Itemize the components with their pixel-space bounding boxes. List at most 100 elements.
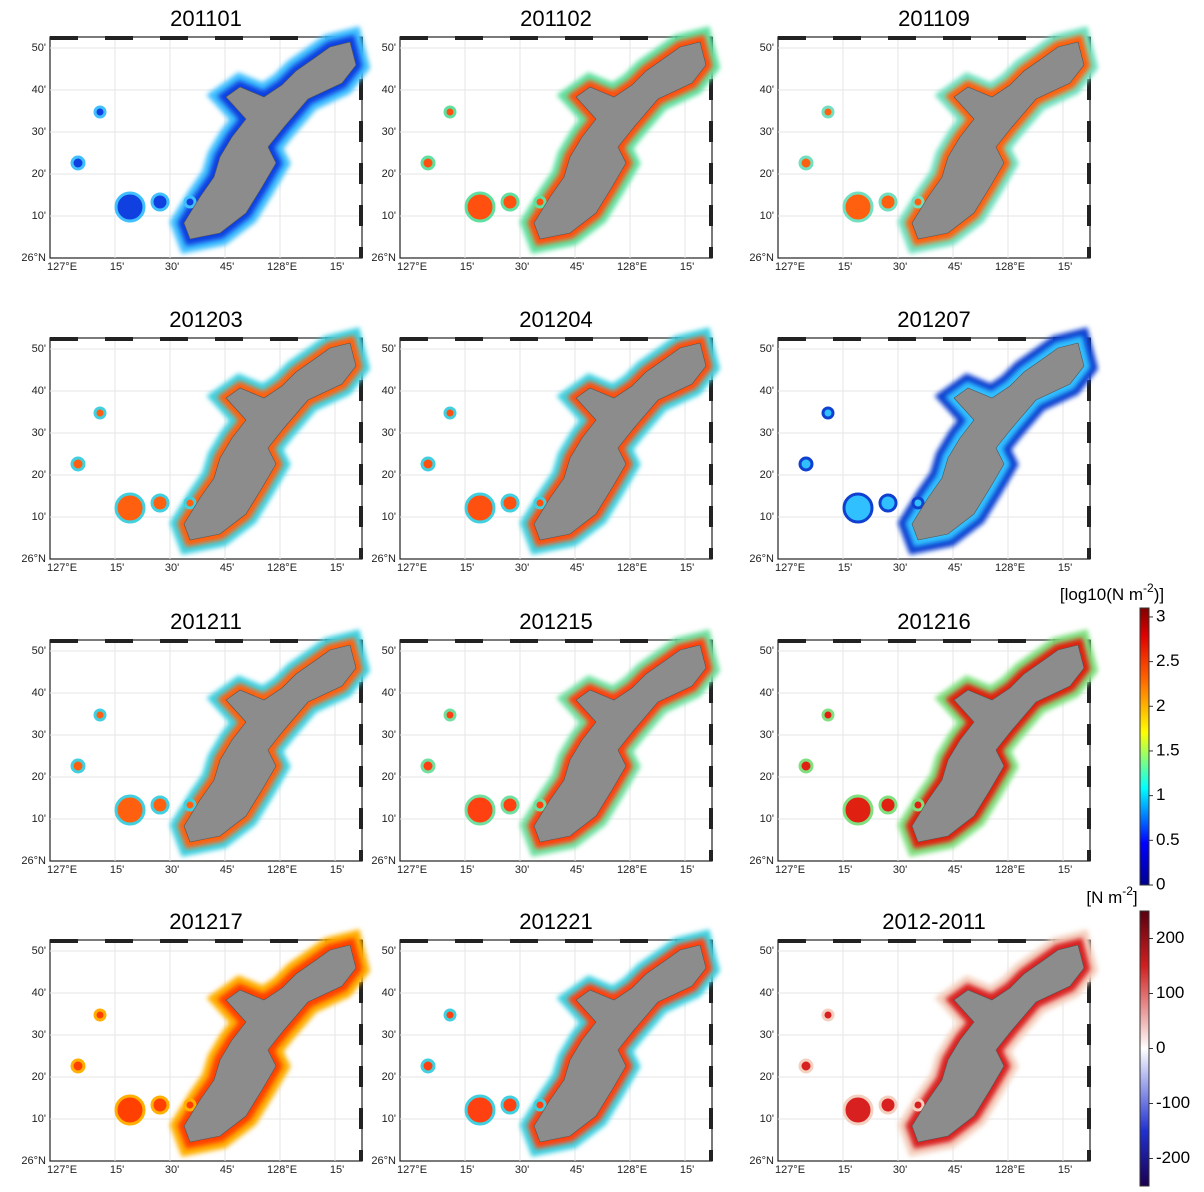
colorbar-label-part: [N m xyxy=(1086,888,1122,907)
lat-label: 10' xyxy=(32,1113,46,1125)
lon-label: 15' xyxy=(330,1164,344,1176)
lon-label: 127°E xyxy=(397,562,427,574)
lon-label: 127°E xyxy=(47,562,77,574)
islet xyxy=(464,191,496,223)
islet xyxy=(443,708,457,722)
islet xyxy=(533,496,547,510)
islet xyxy=(150,192,170,212)
colorbar-label-part: -2 xyxy=(1143,581,1154,595)
lon-label: 45' xyxy=(570,261,584,273)
lon-label: 128°E xyxy=(617,562,647,574)
lon-label: 15' xyxy=(1058,864,1072,876)
lon-label: 45' xyxy=(220,261,234,273)
islet xyxy=(911,798,925,812)
islet xyxy=(114,794,146,826)
lon-label: 15' xyxy=(680,562,694,574)
lat-label: 50' xyxy=(382,645,396,657)
colorbar-tick-label: 0.5 xyxy=(1156,830,1180,849)
lat-label: 40' xyxy=(32,385,46,397)
islet xyxy=(443,105,457,119)
lon-label: 127°E xyxy=(775,1164,805,1176)
lon-label: 45' xyxy=(948,562,962,574)
islet xyxy=(533,1098,547,1112)
panel-title: 201101 xyxy=(170,6,242,31)
lon-label: 128°E xyxy=(995,1164,1025,1176)
lon-label: 15' xyxy=(460,562,474,574)
islet xyxy=(500,493,520,513)
lat-label: 26°N xyxy=(21,252,46,264)
islet xyxy=(93,1008,107,1022)
islet xyxy=(821,1008,835,1022)
islet xyxy=(798,1058,814,1074)
lat-label: 10' xyxy=(32,511,46,523)
lon-label: 128°E xyxy=(995,261,1025,273)
lon-label: 15' xyxy=(110,261,124,273)
lat-label: 50' xyxy=(760,945,774,957)
lat-label: 26°N xyxy=(21,553,46,565)
lat-label: 40' xyxy=(382,385,396,397)
lon-label: 30' xyxy=(165,562,179,574)
lat-label: 10' xyxy=(760,1113,774,1125)
lat-label: 20' xyxy=(760,168,774,180)
lon-label: 30' xyxy=(165,864,179,876)
lon-label: 30' xyxy=(893,1164,907,1176)
lon-label: 15' xyxy=(460,261,474,273)
islet xyxy=(443,406,457,420)
panel-title: 201211 xyxy=(170,609,242,634)
lon-label: 15' xyxy=(330,864,344,876)
islet xyxy=(150,1095,170,1115)
lat-label: 50' xyxy=(382,42,396,54)
lon-label: 45' xyxy=(220,864,234,876)
lon-label: 15' xyxy=(1058,1164,1072,1176)
lat-label: 26°N xyxy=(749,553,774,565)
islet xyxy=(70,155,86,171)
lon-label: 45' xyxy=(220,1164,234,1176)
islet xyxy=(183,496,197,510)
lon-label: 127°E xyxy=(47,864,77,876)
islet xyxy=(878,493,898,513)
colorbar-tick-label: 3 xyxy=(1156,606,1165,625)
lat-label: 26°N xyxy=(749,1155,774,1167)
lat-label: 50' xyxy=(32,645,46,657)
lon-label: 15' xyxy=(330,261,344,273)
lon-label: 128°E xyxy=(617,1164,647,1176)
lat-label: 10' xyxy=(382,210,396,222)
lat-label: 10' xyxy=(382,511,396,523)
islet xyxy=(114,191,146,223)
lon-label: 128°E xyxy=(995,562,1025,574)
lon-label: 15' xyxy=(110,864,124,876)
lat-label: 30' xyxy=(760,1029,774,1041)
panel-title: 201102 xyxy=(520,6,592,31)
lat-label: 10' xyxy=(760,511,774,523)
lon-label: 15' xyxy=(110,1164,124,1176)
lon-label: 15' xyxy=(838,261,852,273)
islet xyxy=(911,496,925,510)
islet xyxy=(798,456,814,472)
islet xyxy=(878,192,898,212)
lon-label: 15' xyxy=(1058,261,1072,273)
panel-title: 201221 xyxy=(519,909,592,934)
lon-label: 45' xyxy=(570,562,584,574)
lat-label: 10' xyxy=(760,210,774,222)
lon-label: 127°E xyxy=(397,261,427,273)
lon-label: 45' xyxy=(570,1164,584,1176)
colorbar-label-part: -2 xyxy=(1122,884,1133,898)
colorbar-tick-label: 1 xyxy=(1156,785,1165,804)
islet xyxy=(70,1058,86,1074)
lon-label: 15' xyxy=(838,1164,852,1176)
islet xyxy=(842,492,874,524)
lat-label: 30' xyxy=(32,126,46,138)
lat-label: 20' xyxy=(760,469,774,481)
lat-label: 50' xyxy=(760,42,774,54)
lon-label: 30' xyxy=(893,864,907,876)
islet xyxy=(443,1008,457,1022)
lat-label: 50' xyxy=(32,42,46,54)
colorbar xyxy=(1139,607,1150,886)
lat-label: 50' xyxy=(382,945,396,957)
colorbar-tick-label: 2 xyxy=(1156,696,1165,715)
lat-label: 40' xyxy=(32,687,46,699)
lon-label: 45' xyxy=(948,1164,962,1176)
islet xyxy=(150,795,170,815)
